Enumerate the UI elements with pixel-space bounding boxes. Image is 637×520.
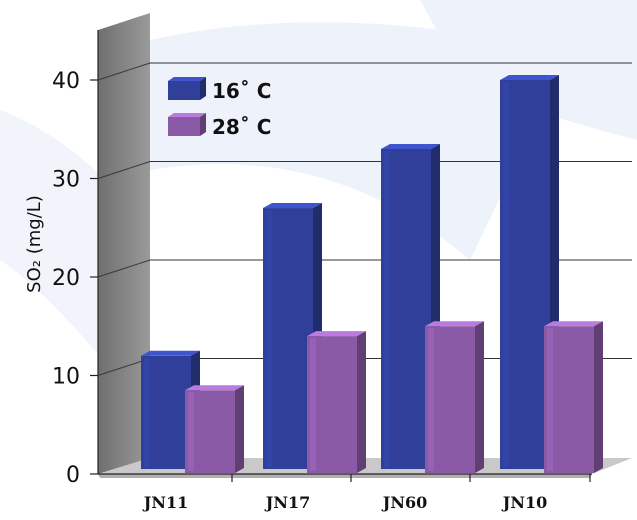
bar-highlight: [188, 392, 194, 471]
bar-top: [141, 350, 200, 356]
bar-top: [381, 143, 440, 149]
legend-swatch-16c: [168, 81, 200, 100]
y-tick-label: 10: [52, 365, 80, 390]
bar-highlight: [428, 328, 434, 471]
x-tick-label: JN11: [142, 493, 188, 512]
gridline-side: [97, 259, 151, 278]
y-tick-label: 20: [52, 266, 80, 291]
legend-swatch-28c-side: [200, 113, 206, 136]
legend-item-16c: 16˚ C: [168, 77, 271, 103]
category-labels: JN11 JN17 JN60 JN10: [142, 474, 591, 512]
y-tick-label: 0: [66, 463, 80, 488]
bar-jn10-series-1: [544, 321, 603, 473]
floor-front-edge: [98, 474, 592, 478]
x-tick-label: JN10: [501, 493, 547, 512]
side-wall: [98, 13, 150, 474]
bar-jn11-series-1: [185, 385, 244, 473]
bar-side: [357, 331, 366, 473]
bar-top: [263, 203, 322, 209]
bar-jn17-series-1: [307, 331, 366, 473]
legend-swatch-28c: [168, 117, 200, 136]
bar-top: [307, 331, 366, 337]
bar-top: [185, 385, 244, 391]
x-tick-label: JN60: [381, 493, 427, 512]
y-tick-label: 40: [52, 69, 80, 94]
legend: 16˚ C 28˚ C: [168, 77, 271, 139]
gridline-side: [97, 62, 151, 81]
legend-swatch-16c-side: [200, 77, 206, 100]
bar-highlight: [547, 328, 553, 471]
legend-label-16c: 16˚ C: [212, 79, 271, 103]
bar-highlight: [144, 357, 150, 467]
bar-jn11-series-0: [141, 350, 200, 469]
bar-jn60-series-1: [425, 321, 484, 473]
bar-jn17-series-0: [263, 203, 322, 470]
bar-top: [425, 321, 484, 327]
y-ticks: 0 10 20 30 40: [52, 69, 98, 488]
legend-swatch-28c-top: [168, 113, 206, 117]
bar-side: [594, 321, 603, 473]
legend-label-28c: 28˚ C: [212, 115, 271, 139]
bar-side: [235, 385, 244, 473]
bar-side: [475, 321, 484, 473]
y-tick-label: 30: [52, 168, 80, 193]
bar-top: [544, 321, 603, 327]
legend-item-28c: 28˚ C: [168, 113, 271, 139]
y-axis-label: SO₂ (mg/L): [24, 195, 45, 293]
gridline-side: [97, 161, 151, 179]
legend-swatch-16c-top: [168, 77, 206, 81]
bar-highlight: [266, 210, 272, 468]
bar-top: [500, 75, 559, 80]
bar-highlight: [503, 82, 509, 467]
x-tick-label: JN17: [264, 493, 310, 512]
bar-highlight: [310, 338, 316, 471]
bars: [141, 75, 603, 473]
bar-highlight: [384, 150, 390, 467]
